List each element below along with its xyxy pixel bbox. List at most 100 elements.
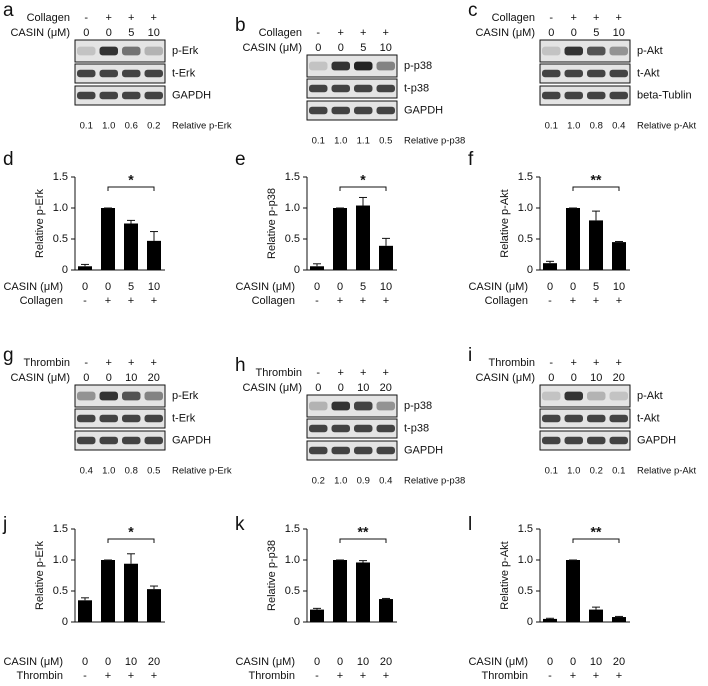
category-axis-label: CASIN (μM) [235,656,295,668]
blot-band [587,91,606,100]
band-label: p-Akt [637,390,663,402]
x-tick-label: 10 [125,656,137,668]
y-tick-label: 0 [527,616,533,628]
quant-value: 0.1 [612,466,625,477]
blot-band [77,46,96,56]
x-tick-label: 0 [570,656,576,668]
blot-strip [306,100,398,121]
significance-label: * [128,172,134,188]
quant-value: 0.1 [545,466,558,477]
category-axis-label: CASIN (μM) [468,656,528,668]
blot-band [144,46,163,56]
blot-band [354,446,373,455]
bar [566,560,580,622]
blot-strip [539,85,631,106]
y-tick-label: 0 [294,616,300,628]
treatment-mark: 5 [360,42,366,54]
treatment-mark: + [338,367,344,379]
y-tick-label: 1.0 [285,202,300,214]
quant-value: 0.8 [125,466,138,477]
blot-band [609,391,628,401]
treatment-mark: 20 [613,372,625,384]
y-tick-label: 0.5 [285,585,300,597]
treatment-label: CASIN (μM) [475,27,535,39]
blot-band [376,424,395,433]
band-label: t-Akt [637,412,660,424]
treatment-label: CASIN (μM) [242,42,302,54]
quant-label: Relative p-Akt [637,466,696,477]
bar [333,560,347,622]
blot-band [564,436,583,445]
x-tick-label: 0 [570,281,576,293]
error-bar [359,560,367,563]
treatment-mark: + [571,357,577,369]
treatment-label: Collagen [252,295,295,307]
treatment-mark: + [616,357,622,369]
treatment-mark: 10 [380,42,392,54]
bar [333,208,347,270]
y-axis-label: Relative p-p38 [266,188,278,259]
blot-strip [539,384,631,408]
blot-band [587,391,606,401]
treatment-mark: 0 [571,27,577,39]
treatment-mark: - [548,670,552,682]
treatment-mark: + [360,295,366,307]
treatment-label: Thrombin [256,367,302,379]
blot-band [354,106,373,115]
x-tick-label: 20 [148,656,160,668]
blot-strip [539,39,631,63]
blot-strip [539,408,631,429]
band-label: beta-Tublin [637,89,692,101]
bar [589,220,603,270]
treatment-mark: + [151,295,157,307]
y-tick-label: 1.5 [285,523,300,535]
y-tick-label: 1.5 [518,523,533,535]
blot-band [564,91,583,100]
panel-letter: a [3,0,14,21]
blot-band [542,91,561,100]
treatment-label: Thrombin [17,670,63,682]
error-bar [615,240,623,243]
y-tick-label: 0 [62,264,68,276]
blot-band [587,46,606,56]
blot-strip [306,418,398,439]
x-tick-label: 10 [613,281,625,293]
y-tick-label: 0 [62,616,68,628]
quant-value: 0.1 [312,136,325,147]
bar [356,205,370,270]
x-tick-label: 5 [360,281,366,293]
treatment-mark: - [83,670,87,682]
treatment-mark: + [593,357,599,369]
blot-band [144,414,163,423]
blot-band [77,91,96,100]
band-label: t-Erk [172,67,196,79]
treatment-mark: + [360,27,366,39]
treatment-mark: + [593,295,599,307]
band-label: GAPDH [637,434,676,446]
blot-band [564,46,583,56]
error-bar [382,237,390,246]
treatment-mark: - [84,357,88,369]
blot-band [354,401,373,411]
quant-label: Relative p-Erk [172,121,232,132]
blot-band [376,84,395,93]
quant-value: 0.6 [125,121,138,132]
quant-value: 0.8 [590,121,603,132]
blot-strip [74,408,166,429]
quant-value: 0.5 [379,136,392,147]
error-bar [546,260,554,264]
treatment-mark: + [338,27,344,39]
treatment-mark: - [316,27,320,39]
treatment-mark: 10 [125,372,137,384]
y-tick-label: 0 [294,264,300,276]
blot-band [99,436,118,445]
significance-bracket [572,538,620,543]
y-tick-label: 0.5 [518,585,533,597]
y-tick-label: 1.5 [53,523,68,535]
quant-value: 0.5 [147,466,160,477]
treatment-label: Thrombin [249,670,295,682]
treatment-mark: 0 [548,372,554,384]
treatment-mark: + [383,367,389,379]
error-bar [592,210,600,221]
treatment-mark: - [549,357,553,369]
